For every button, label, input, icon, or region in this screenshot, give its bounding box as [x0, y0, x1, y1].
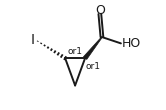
- Text: I: I: [31, 33, 35, 47]
- Text: O: O: [95, 4, 105, 17]
- Text: or1: or1: [68, 47, 83, 56]
- Text: HO: HO: [122, 37, 141, 50]
- Polygon shape: [83, 37, 102, 59]
- Text: or1: or1: [86, 62, 101, 71]
